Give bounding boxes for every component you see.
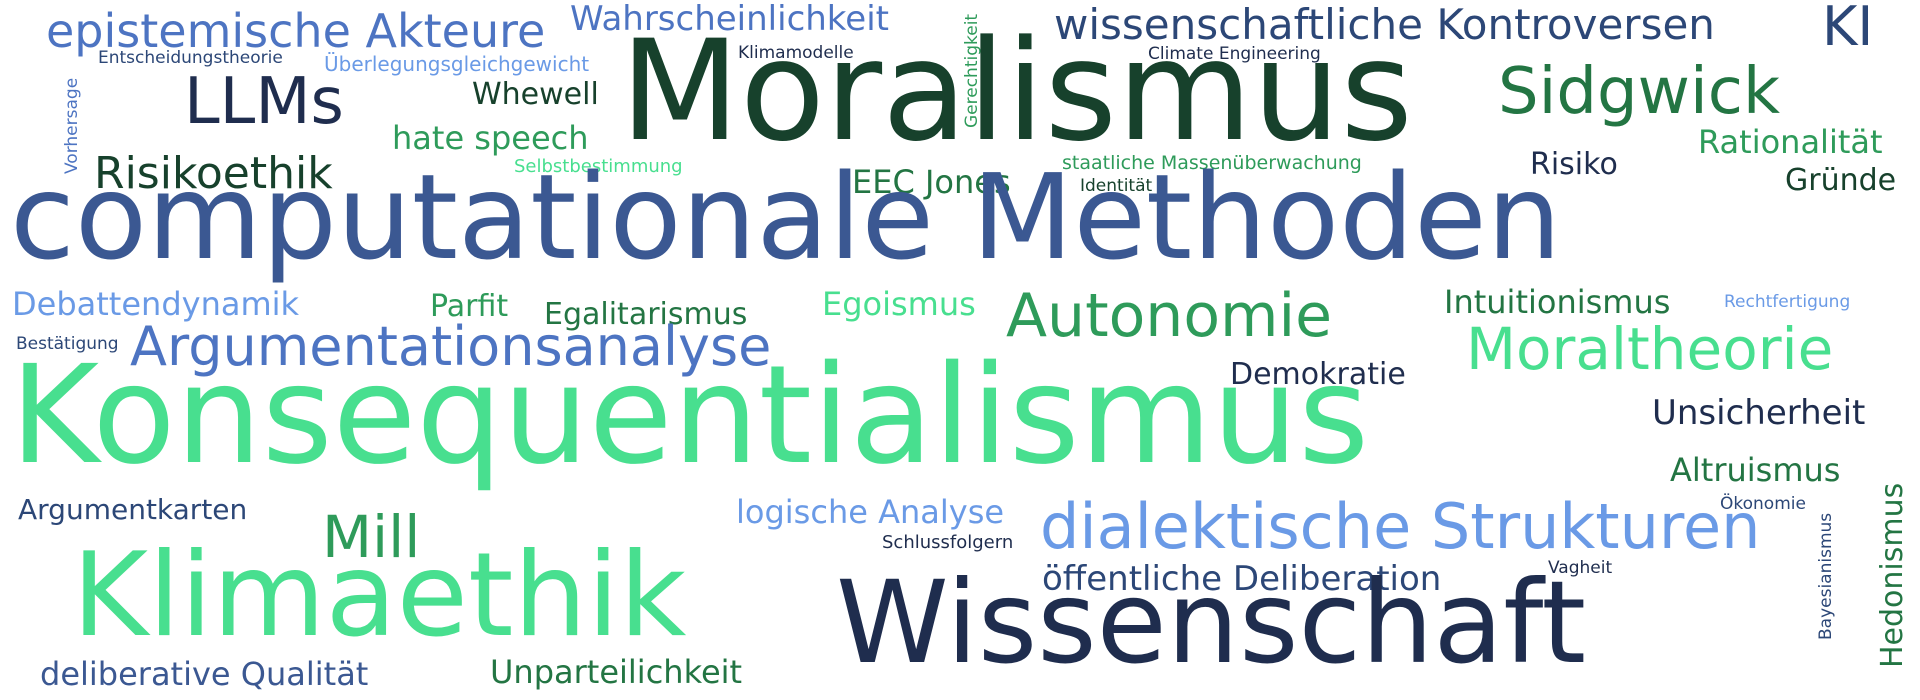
word-vagheit: Vagheit (1548, 558, 1613, 578)
word-moraltheorie: Moraltheorie (1466, 315, 1834, 383)
word-hate-speech: hate speech (392, 119, 589, 157)
word-demokratie: Demokratie (1230, 357, 1406, 392)
word-wahrscheinlichkeit: Wahrscheinlichkeit (570, 0, 889, 39)
word-risiko: Risiko (1530, 147, 1618, 182)
word-schlussfolgern: Schlussfolgern (882, 532, 1014, 553)
word-logische-analyse: logische Analyse (736, 493, 1005, 531)
word-argumentkarten: Argumentkarten (18, 493, 248, 526)
word-entscheidungstheorie: Entscheidungstheorie (98, 48, 283, 68)
word-klimamodelle: Klimamodelle (738, 43, 854, 63)
word-identitaet: Identität (1080, 176, 1153, 196)
word-bestaetigung: Bestätigung (16, 334, 119, 354)
word-bayesianismus: Bayesianismus (1816, 512, 1836, 640)
word-sidgwick: Sidgwick (1498, 55, 1781, 129)
word-dialektische-strukturen: dialektische Strukturen (1040, 490, 1761, 563)
word-hedonismus: Hedonismus (1875, 482, 1910, 668)
word-rechtfertigung: Rechtfertigung (1724, 292, 1851, 312)
word-wissenschaft: Wissenschaft (836, 556, 1587, 689)
word-epistemische-akteure: epistemische Akteure (46, 4, 546, 58)
word-konsequentialismus: Konsequentialismus (10, 337, 1370, 495)
word-oekonomie: Ökonomie (1720, 494, 1806, 514)
word-gruende: Gründe (1785, 163, 1897, 198)
word-risikoethik: Risikoethik (94, 148, 333, 199)
word-ki: KI (1822, 0, 1874, 58)
word-parfit: Parfit (430, 289, 509, 324)
word-moralismus: Moralismus (620, 10, 1413, 172)
word-llms: LLMs (184, 65, 344, 139)
word-argumentationsanalyse: Argumentationsanalyse (130, 315, 772, 378)
word-intuitionismus: Intuitionismus (1444, 283, 1671, 321)
word-altruismus: Altruismus (1670, 451, 1841, 489)
word-unparteilichkeit: Unparteilichkeit (490, 653, 743, 691)
word-debattendynamik: Debattendynamik (12, 285, 300, 323)
word-deliberative-qualitaet: deliberative Qualität (40, 655, 369, 693)
word-unsicherheit: Unsicherheit (1652, 393, 1866, 433)
word-mill: Mill (322, 503, 421, 571)
word-computationale-methoden: computationale Methoden (10, 148, 1562, 286)
word-wissenschaftliche-kontroversen: wissenschaftliche Kontroversen (1054, 0, 1715, 49)
word-egoismus: Egoismus (822, 285, 976, 323)
word-selbstbestimmung: Selbstbestimmung (514, 156, 683, 177)
word-klimaethik: Klimaethik (72, 528, 687, 663)
word-oeffentliche-deliberation: öffentliche Deliberation (1042, 559, 1442, 599)
word-rationalitaet: Rationalität (1698, 123, 1883, 161)
word-whewell: Whewell (472, 77, 599, 112)
word-climate-engineering: Climate Engineering (1148, 44, 1321, 64)
word-ueberlegungsgleichgewicht: Überlegungsgleichgewicht (324, 52, 590, 76)
word-eec-jones: EEC Jones (852, 163, 1011, 201)
word-egalitarismus: Egalitarismus (544, 297, 748, 332)
word-staatliche-massenueberwachung: staatliche Massenüberwachung (1062, 152, 1362, 174)
word-autonomie: Autonomie (1006, 281, 1333, 351)
